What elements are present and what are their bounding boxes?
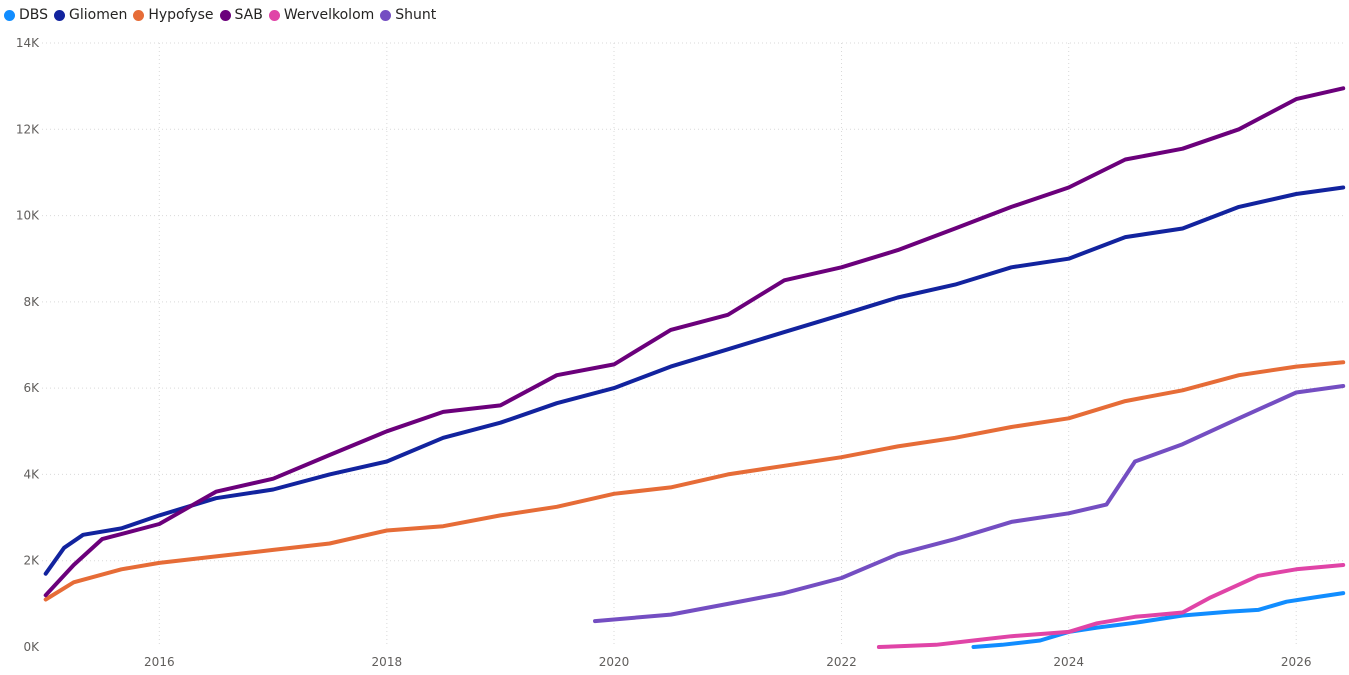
legend-label: Wervelkolom bbox=[283, 7, 375, 23]
legend-label: Hypofyse bbox=[148, 7, 214, 23]
legend-marker bbox=[380, 9, 392, 21]
x-tick-label: 2024 bbox=[1053, 655, 1084, 669]
series-line-hypofyse bbox=[43, 360, 1346, 602]
series-lines bbox=[43, 86, 1346, 649]
y-tick-label: 4K bbox=[23, 467, 40, 481]
legend-item-gliomen[interactable]: Gliomen bbox=[54, 7, 127, 23]
y-axis: 0K 2K 4K 6K 8K 10K 12K 14K bbox=[16, 36, 40, 654]
legend-marker bbox=[219, 9, 231, 21]
legend-label: Shunt bbox=[395, 7, 437, 23]
y-tick-label: 0K bbox=[23, 640, 40, 654]
legend-item-shunt[interactable]: Shunt bbox=[380, 7, 436, 23]
x-tick-label: 2016 bbox=[144, 655, 175, 669]
legend-marker bbox=[4, 9, 15, 21]
series-line-shunt bbox=[593, 384, 1346, 624]
legend-marker bbox=[268, 9, 280, 21]
y-tick-label: 2K bbox=[23, 554, 40, 568]
legend-marker bbox=[133, 9, 145, 21]
legend-item-hypofyse[interactable]: Hypofyse bbox=[133, 7, 214, 23]
y-tick-label: 8K bbox=[23, 295, 40, 309]
gridlines bbox=[42, 42, 1346, 647]
y-tick-label: 6K bbox=[23, 381, 40, 395]
series-line-gliomen bbox=[43, 185, 1346, 576]
legend-marker bbox=[54, 9, 66, 21]
legend-item-dbs[interactable]: DBS bbox=[4, 7, 48, 23]
y-tick-label: 10K bbox=[16, 209, 40, 223]
legend-item-wervelkolom[interactable]: Wervelkolom bbox=[268, 7, 375, 23]
x-tick-label: 2020 bbox=[599, 655, 630, 669]
x-tick-label: 2026 bbox=[1281, 655, 1312, 669]
series-line-dbs bbox=[971, 591, 1346, 649]
series-line-wervelkolom bbox=[876, 563, 1346, 649]
x-axis: 2016 2018 2020 2022 2024 2026 bbox=[144, 655, 1311, 669]
y-tick-label: 14K bbox=[16, 36, 40, 50]
series-line-sab bbox=[43, 86, 1346, 598]
x-tick-label: 2018 bbox=[372, 655, 403, 669]
chart-legend: DBS Gliomen Hypofyse SAB Wervelkolom Shunt bbox=[4, 5, 442, 25]
legend-label: SAB bbox=[234, 7, 263, 23]
y-tick-label: 12K bbox=[16, 122, 40, 136]
legend-item-sab[interactable]: SAB bbox=[219, 7, 263, 23]
x-tick-label: 2022 bbox=[826, 655, 857, 669]
legend-label: DBS bbox=[19, 7, 49, 23]
legend-label: Gliomen bbox=[69, 7, 128, 23]
